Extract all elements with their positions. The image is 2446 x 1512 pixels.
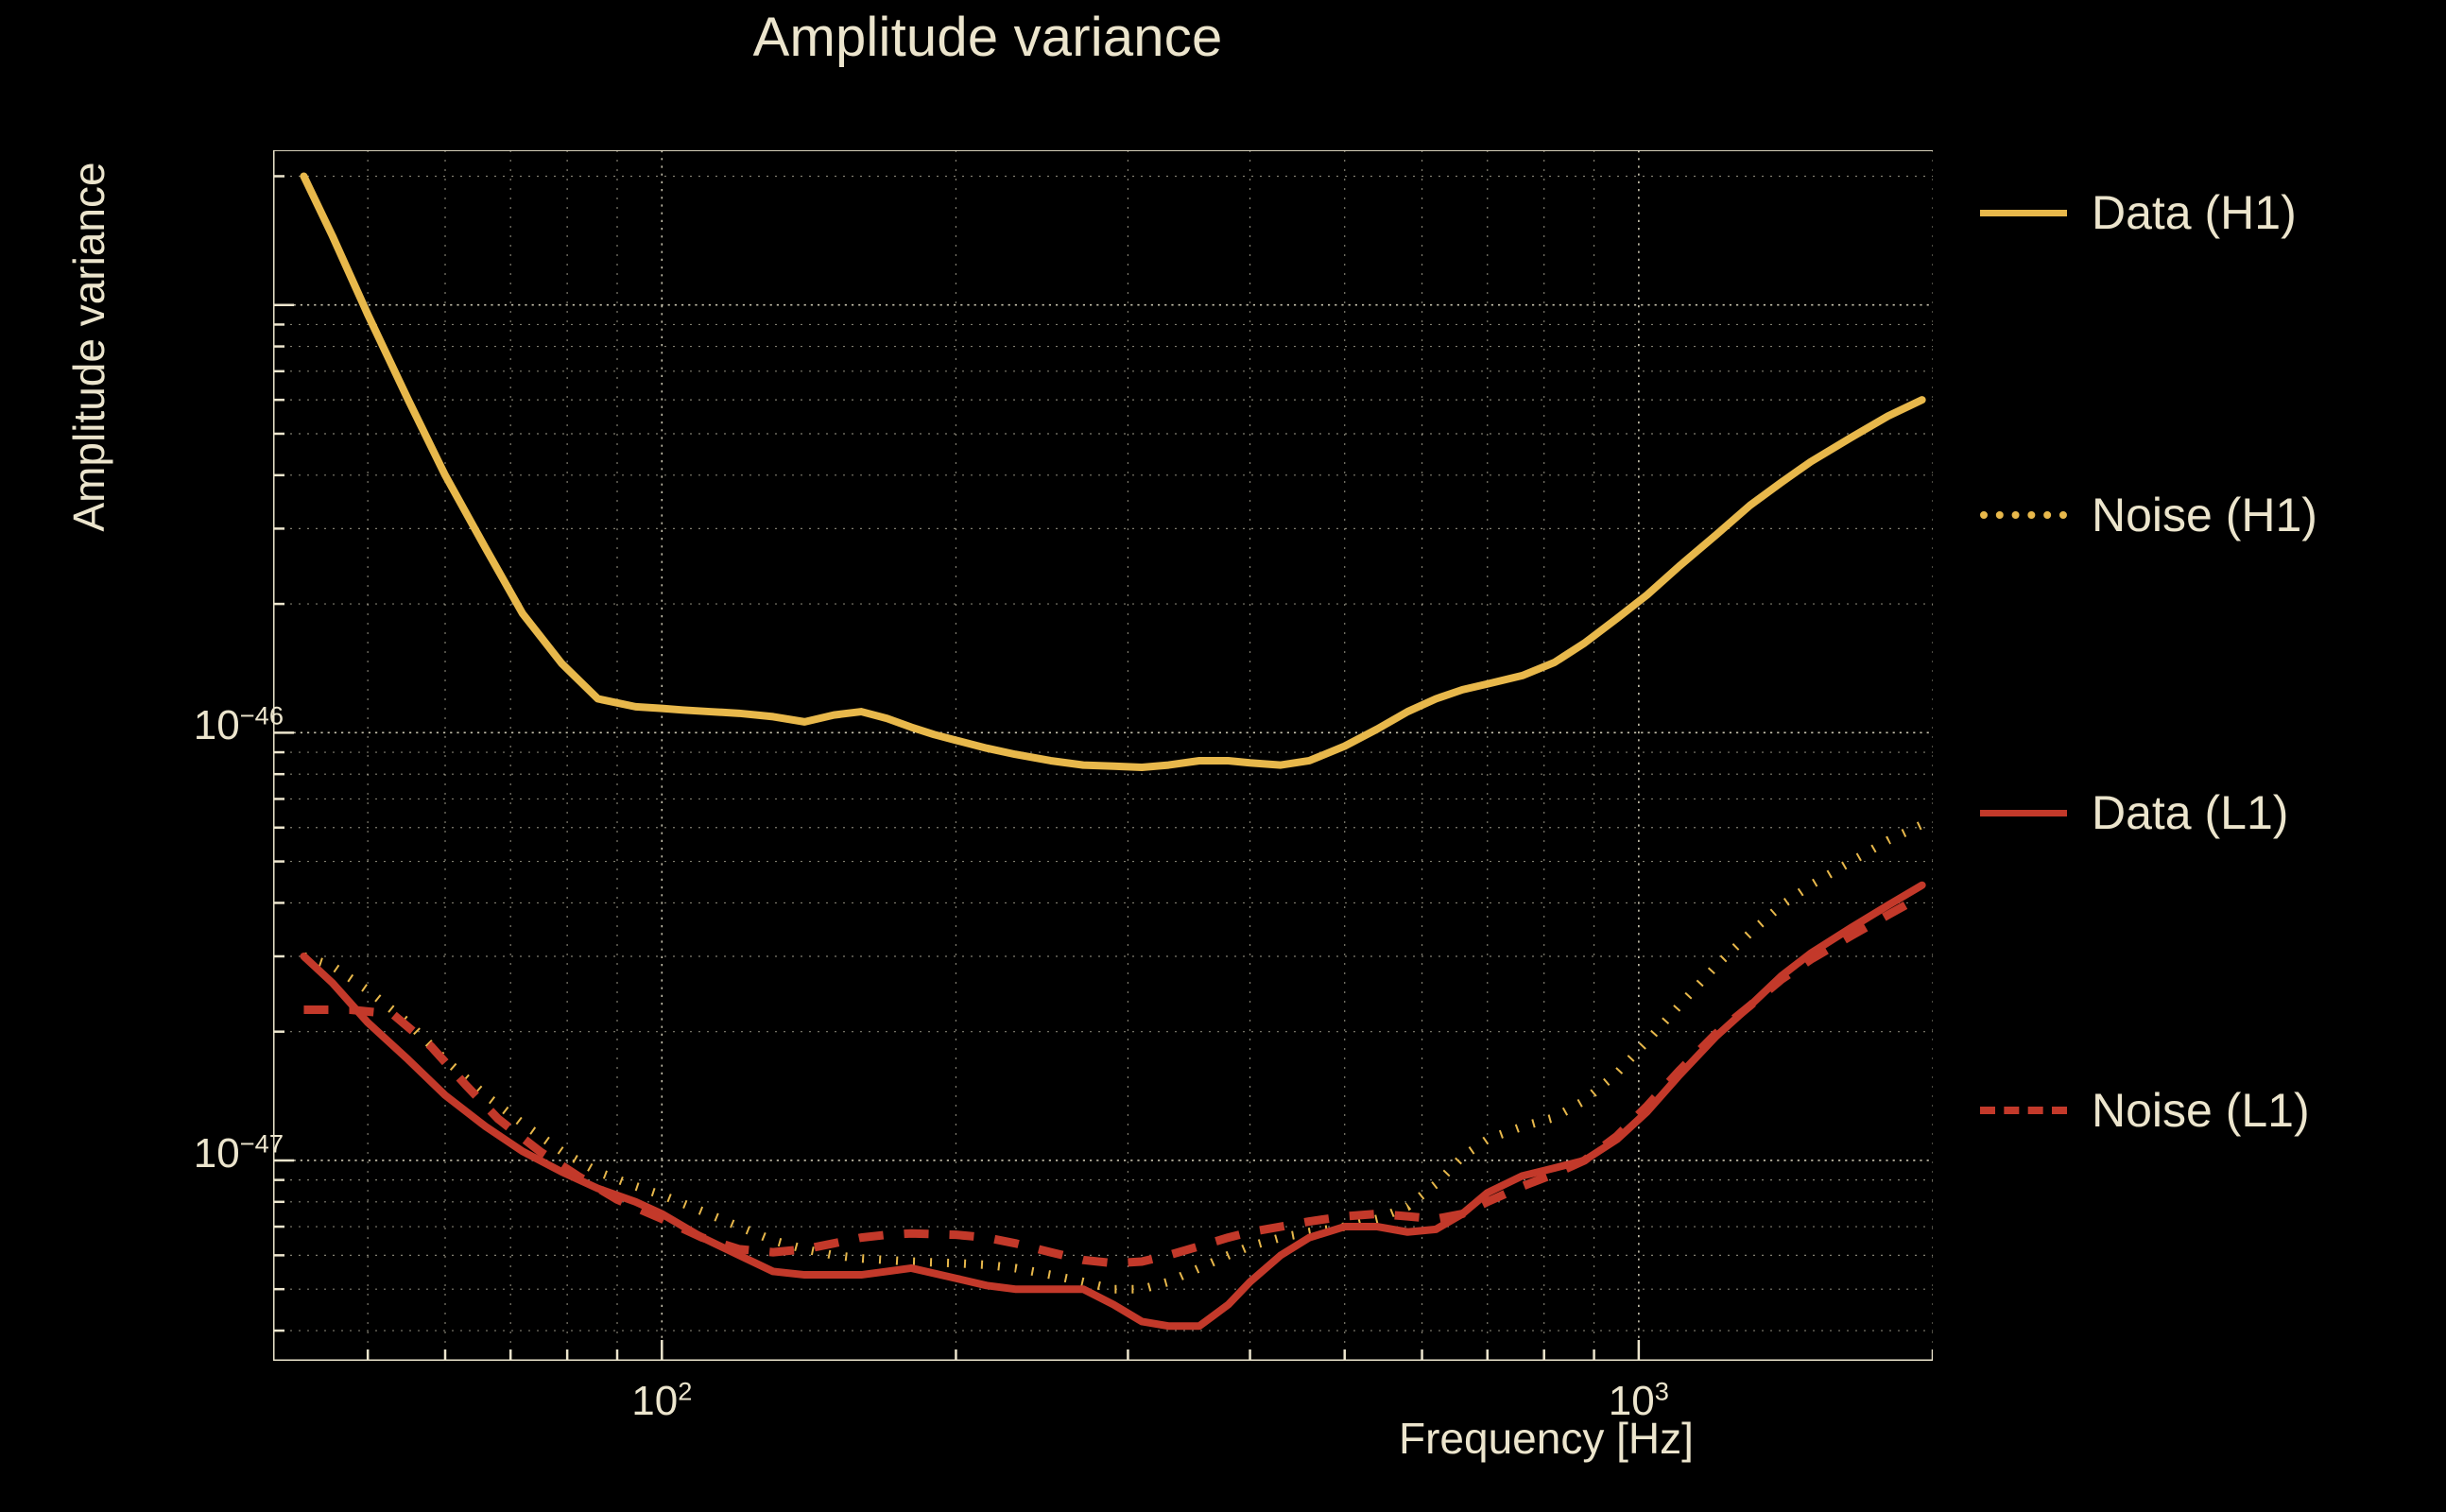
series-line-2 (302, 820, 1924, 1294)
chart-title: Amplitude variance (752, 7, 1223, 68)
legend-label: Noise (H1) (2092, 489, 2317, 541)
series-line-1 (300, 172, 1926, 771)
legend-swatch-dashed-icon (1980, 1107, 2067, 1114)
series-line-3 (300, 881, 1926, 1331)
legend-item[interactable]: Data (L1) (1980, 780, 2288, 846)
plot-svg (273, 150, 1933, 1361)
plot-area (273, 150, 1933, 1361)
x-tick-label: 103 (1608, 1376, 1669, 1424)
legend-item[interactable]: Data (H1) (1980, 180, 2297, 246)
legend-item[interactable]: Noise (H1) (1980, 482, 2317, 548)
legend-label: Noise (L1) (2092, 1084, 2310, 1137)
tick-marks (273, 175, 1933, 1361)
series-line-4 (303, 892, 1924, 1268)
legend-label: Data (L1) (2092, 786, 2289, 839)
y-tick-label: 10−47 (193, 1128, 284, 1177)
legend-swatch-solid-icon (1980, 809, 2067, 816)
x-tick-label: 102 (631, 1376, 693, 1424)
legend-swatch-dotted-icon (1980, 511, 2067, 519)
y-axis-title: Amplitude variance (64, 162, 113, 532)
legend: Data (H1) Noise (H1) Data (L1) Noise (L1) (1980, 142, 2424, 1219)
legend-item[interactable]: Noise (L1) (1980, 1077, 2310, 1143)
legend-swatch-solid-icon (1980, 209, 2067, 216)
x-axis-title: Frequency [Hz] (1399, 1414, 1694, 1463)
y-tick-label: 10−46 (193, 700, 284, 749)
legend-label: Data (H1) (2092, 186, 2297, 239)
gridlines (273, 150, 1933, 1361)
